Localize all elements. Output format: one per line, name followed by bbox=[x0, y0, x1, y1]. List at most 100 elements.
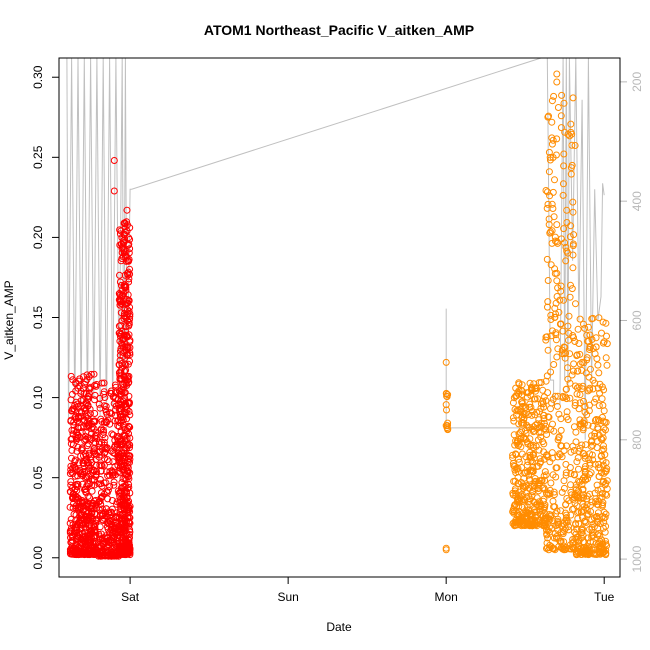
data-point-s2-664 bbox=[560, 484, 568, 492]
data-point-s2-649 bbox=[552, 331, 560, 339]
data-point-s2-786 bbox=[602, 468, 609, 476]
data-point-s2-294 bbox=[530, 395, 538, 403]
data-point-s2-535 bbox=[552, 464, 560, 472]
data-point-s2-620 bbox=[561, 128, 569, 136]
data-point-s1-350 bbox=[66, 503, 74, 511]
data-point-s1-526 bbox=[96, 523, 104, 531]
data-point-s2-380 bbox=[515, 440, 523, 448]
y-tick-label-5: 0.25 bbox=[31, 145, 45, 169]
data-point-s2-498 bbox=[544, 389, 552, 397]
data-point-s2-71 bbox=[528, 458, 536, 466]
data-point-s1-707 bbox=[108, 430, 116, 438]
data-point-s2-421 bbox=[545, 148, 553, 156]
data-point-s1-121 bbox=[86, 385, 94, 393]
data-point-s1-483 bbox=[83, 510, 91, 518]
data-point-s1-1266 bbox=[124, 299, 132, 307]
data-point-s2-840 bbox=[595, 402, 603, 410]
data-point-s2-947 bbox=[599, 318, 607, 326]
data-point-s2-36 bbox=[537, 433, 545, 441]
data-point-s1-725 bbox=[109, 458, 117, 466]
data-point-s1-738 bbox=[101, 547, 109, 555]
data-point-s2-989 bbox=[596, 520, 604, 528]
data-point-s2-1014 bbox=[600, 407, 608, 415]
data-point-s1-505 bbox=[82, 436, 90, 444]
data-point-s2-1027 bbox=[574, 515, 582, 523]
data-point-s2-1055 bbox=[588, 523, 596, 531]
data-point-s1-472 bbox=[82, 520, 90, 528]
data-point-s2-573 bbox=[546, 458, 554, 466]
data-point-s1-804 bbox=[108, 549, 116, 557]
data-point-s2-628 bbox=[555, 410, 563, 418]
data-point-s2-375 bbox=[518, 414, 526, 422]
data-point-s2-609 bbox=[572, 521, 579, 529]
data-point-s2-372 bbox=[519, 521, 527, 529]
data-point-s2-387 bbox=[536, 459, 544, 467]
data-point-s1-330 bbox=[90, 445, 98, 453]
data-point-s1-1281 bbox=[126, 351, 134, 359]
data-point-s2-358 bbox=[534, 484, 542, 492]
data-point-s1-1299 bbox=[123, 381, 131, 389]
data-point-s1-653 bbox=[100, 379, 108, 387]
data-point-s2-232 bbox=[514, 388, 522, 396]
data-point-s2-179 bbox=[510, 431, 518, 439]
data-point-s2-603 bbox=[542, 187, 550, 194]
data-point-s2-911 bbox=[603, 465, 611, 473]
data-point-s1-440 bbox=[86, 532, 94, 540]
data-point-s2-913 bbox=[583, 354, 591, 362]
data-point-s2-655 bbox=[542, 336, 550, 344]
data-point-s2-562 bbox=[548, 449, 556, 457]
data-point-s2-806 bbox=[578, 441, 586, 449]
data-point-s1-1261 bbox=[115, 322, 123, 330]
data-point-s2-382 bbox=[537, 477, 545, 485]
data-point-s1-632 bbox=[108, 497, 116, 504]
y2-tick-label-1: 400 bbox=[630, 191, 644, 211]
data-point-s2-1074 bbox=[442, 358, 450, 366]
data-point-s2-114 bbox=[515, 379, 523, 387]
y-tick-label-1: 0.05 bbox=[31, 466, 45, 490]
data-point-s2-973 bbox=[594, 541, 602, 548]
axes-layer: Sat Sun Mon Tue 0.00 0.05 0.10 0.15 0.20 0.25 0.30… bbox=[31, 65, 644, 604]
data-point-s2-467 bbox=[559, 191, 567, 199]
data-point-s2-584 bbox=[559, 327, 567, 335]
data-point-s1-203 bbox=[76, 382, 84, 390]
data-point-s2-551 bbox=[564, 375, 572, 383]
data-point-s2-181 bbox=[509, 454, 517, 462]
data-point-s1-1309 bbox=[119, 397, 127, 405]
data-point-s2-612 bbox=[560, 477, 568, 485]
data-point-s2-484 bbox=[554, 104, 562, 111]
data-point-s1-1161 bbox=[126, 423, 134, 431]
data-point-s2-13 bbox=[443, 393, 451, 401]
data-point-s2-883 bbox=[581, 324, 589, 332]
data-point-s2-877 bbox=[595, 417, 603, 425]
data-point-s1-332 bbox=[81, 380, 88, 388]
data-point-s2-701 bbox=[550, 491, 558, 499]
data-point-s2-632 bbox=[545, 511, 553, 518]
data-point-s2-336 bbox=[518, 398, 526, 406]
data-point-s1-714 bbox=[96, 512, 104, 520]
data-point-s2-482 bbox=[546, 192, 554, 200]
data-point-s2-636 bbox=[560, 225, 568, 233]
data-point-s2-1038 bbox=[593, 355, 601, 363]
data-point-s2-996 bbox=[594, 416, 602, 424]
data-point-s1-502 bbox=[75, 495, 83, 503]
data-point-s2-553 bbox=[564, 322, 572, 330]
data-point-s1-1216 bbox=[125, 522, 133, 530]
data-point-s2-353 bbox=[526, 453, 534, 461]
data-point-s2-925 bbox=[580, 397, 587, 405]
data-point-s2-297 bbox=[519, 402, 527, 410]
data-point-s1-452 bbox=[86, 434, 94, 442]
data-point-s1-1295 bbox=[126, 265, 134, 273]
data-point-s2-549 bbox=[552, 336, 560, 344]
data-point-s2-1056 bbox=[585, 551, 592, 559]
data-point-s2-643 bbox=[562, 393, 569, 401]
data-point-s2-373 bbox=[535, 379, 543, 387]
data-point-s2-277 bbox=[540, 495, 548, 503]
data-point-s1-1316 bbox=[125, 430, 132, 438]
data-point-s2-1004 bbox=[579, 507, 587, 514]
data-point-s2-540 bbox=[554, 284, 562, 292]
data-point-s2-385 bbox=[541, 468, 549, 476]
data-point-s1-1319 bbox=[115, 457, 123, 464]
data-point-s1-457 bbox=[91, 545, 99, 553]
data-point-s2-241 bbox=[517, 429, 524, 436]
data-point-s2-648 bbox=[561, 517, 569, 525]
